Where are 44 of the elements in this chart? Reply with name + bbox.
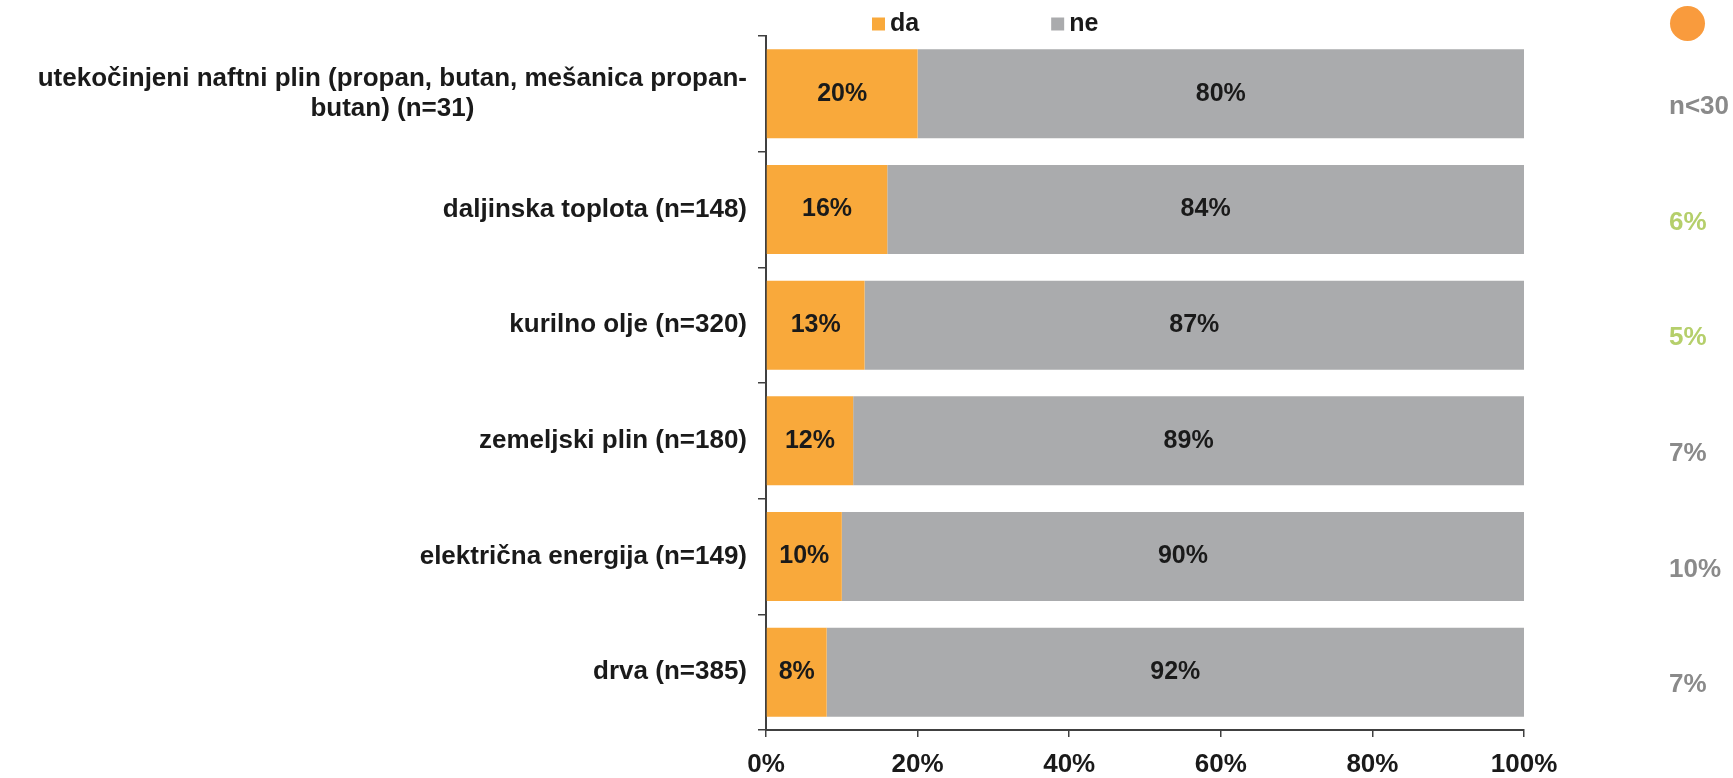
data-label: 13% xyxy=(790,309,841,338)
y-tick-label: drva (n=385) xyxy=(593,655,747,686)
bar xyxy=(864,280,1524,370)
bar xyxy=(766,164,888,255)
bar xyxy=(841,511,1524,602)
data-label: 84% xyxy=(1180,193,1231,222)
bar xyxy=(766,280,865,370)
text: 6% xyxy=(1669,205,1707,236)
y-tick-label: električna energija (n=149) xyxy=(419,539,747,570)
text: 10% xyxy=(1669,552,1722,583)
data-label: 16% xyxy=(801,193,853,222)
data-label: 12% xyxy=(784,424,835,453)
text: 7% xyxy=(1669,437,1707,468)
y-tick-label: daljinska toplota (n=148) xyxy=(442,192,748,223)
text: 5% xyxy=(1669,321,1707,352)
x-tick-label: 60% xyxy=(1194,747,1247,778)
y-tick-label: zemeljski plin (n=180) xyxy=(478,424,748,455)
data-label: 10% xyxy=(779,540,830,569)
data-label: 90% xyxy=(1157,540,1208,569)
bar xyxy=(766,511,842,602)
bar xyxy=(887,164,1524,255)
text: 7% xyxy=(1669,668,1707,699)
x-tick-label: 40% xyxy=(1043,747,1096,778)
y-tick-label: utekočinjeni naftni plin (propan, butan, mešanica propan-butan) (n=31) xyxy=(37,62,747,123)
data-label: 20% xyxy=(817,77,868,106)
x-tick-label: 20% xyxy=(891,747,944,778)
x-tick-label: 0% xyxy=(747,747,785,778)
legend-label: ne xyxy=(1069,7,1099,36)
y-tick-label: kurilno olje (n=320) xyxy=(509,308,747,339)
bar xyxy=(766,627,827,717)
bar xyxy=(766,396,854,486)
data-label: 87% xyxy=(1169,309,1220,338)
bar xyxy=(766,49,918,139)
legend-label: da xyxy=(890,7,921,36)
bar xyxy=(917,49,1524,139)
x-tick-label: 80% xyxy=(1346,747,1399,778)
data-label: 92% xyxy=(1150,656,1201,685)
bar xyxy=(826,627,1524,717)
text: n<30 xyxy=(1669,90,1729,121)
x-tick-label: 100% xyxy=(1490,747,1558,778)
data-label: 80% xyxy=(1195,77,1246,106)
data-label: 89% xyxy=(1163,424,1214,453)
data-label: 8% xyxy=(778,656,815,685)
bar xyxy=(853,396,1524,486)
